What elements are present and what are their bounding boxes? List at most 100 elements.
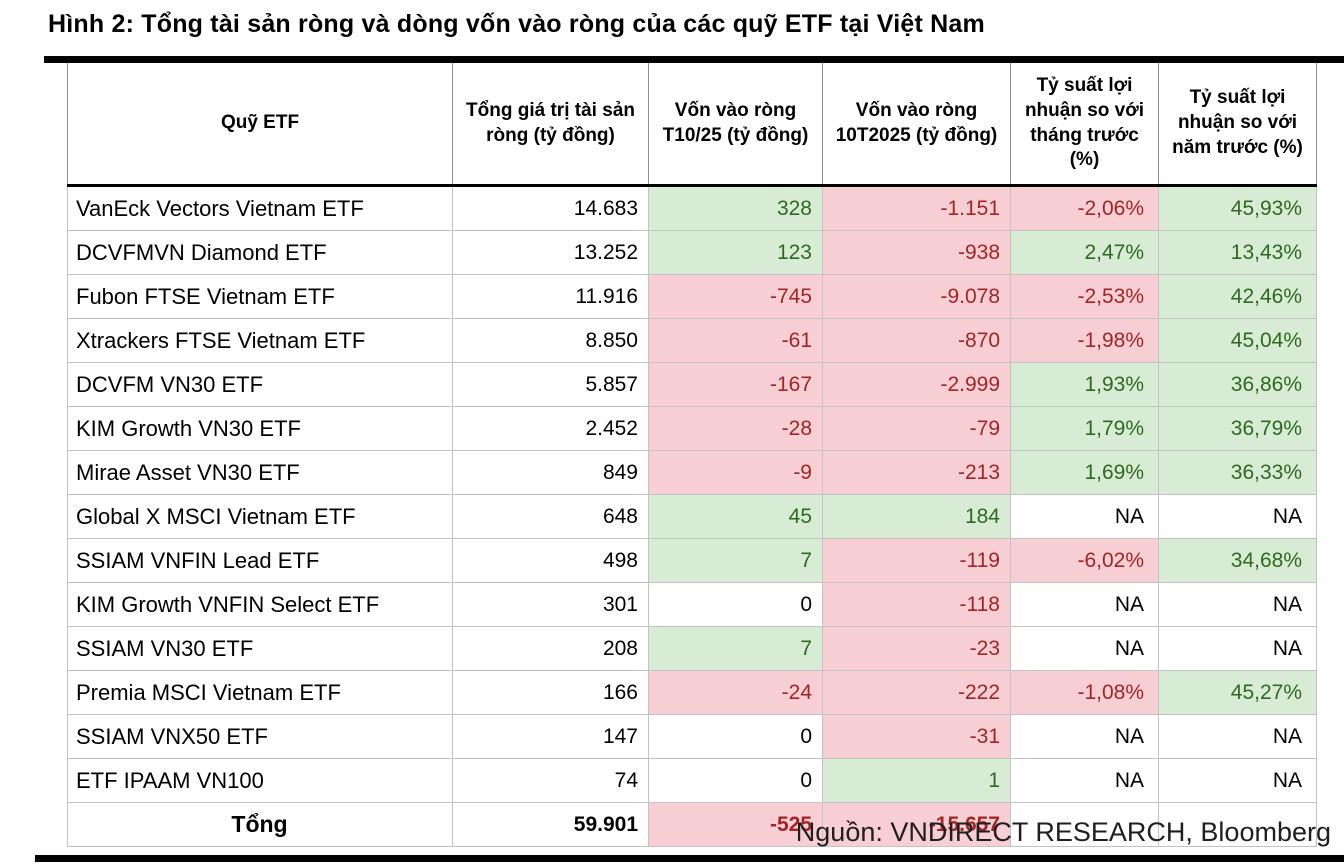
- return-yoy-cell: 36,79%: [1158, 406, 1317, 451]
- table-row: Xtrackers FTSE Vietnam ETF 8.850 -61 -87…: [67, 318, 1317, 363]
- return-mom-cell: NA: [1010, 626, 1159, 671]
- table-row: KIM Growth VNFIN Select ETF 301 0 -118 N…: [67, 582, 1317, 627]
- return-mom-cell: NA: [1010, 494, 1159, 539]
- nav-cell: 11.916: [452, 274, 649, 319]
- column-header-return-yoy: Tỷ suất lợi nhuận so với năm trước (%): [1158, 63, 1317, 187]
- source-attribution: Nguồn: VNDIRECT RESEARCH, Bloomberg: [795, 817, 1331, 847]
- fund-name-cell: Fubon FTSE Vietnam ETF: [67, 274, 453, 319]
- return-mom-cell: -1,98%: [1010, 318, 1159, 363]
- flow-oct-cell: -28: [648, 406, 823, 451]
- fund-name-cell: SSIAM VN30 ETF: [67, 626, 453, 671]
- return-yoy-cell: 36,86%: [1158, 362, 1317, 407]
- total-label-cell: Tổng: [67, 802, 453, 847]
- nav-cell: 5.857: [452, 362, 649, 407]
- flow-ytd-cell: -31: [822, 714, 1011, 759]
- table-row: SSIAM VNX50 ETF 147 0 -31 NA NA: [67, 714, 1317, 759]
- return-mom-cell: -1,08%: [1010, 670, 1159, 715]
- flow-ytd-cell: -9.078: [822, 274, 1011, 319]
- return-yoy-cell: 34,68%: [1158, 538, 1317, 583]
- return-mom-cell: -6,02%: [1010, 538, 1159, 583]
- flow-oct-cell: 0: [648, 714, 823, 759]
- fund-name-cell: KIM Growth VN30 ETF: [67, 406, 453, 451]
- fund-name-cell: SSIAM VNX50 ETF: [67, 714, 453, 759]
- flow-ytd-cell: -1.151: [822, 185, 1011, 231]
- flow-ytd-cell: -213: [822, 450, 1011, 495]
- table-row: Fubon FTSE Vietnam ETF 11.916 -745 -9.07…: [67, 274, 1317, 319]
- flow-ytd-cell: -938: [822, 230, 1011, 275]
- return-mom-cell: -2,06%: [1010, 185, 1159, 231]
- column-header-return-mom: Tỷ suất lợi nhuận so với tháng trước (%): [1010, 63, 1159, 187]
- return-yoy-cell: NA: [1158, 626, 1317, 671]
- return-yoy-cell: NA: [1158, 494, 1317, 539]
- table-row: ETF IPAAM VN100 74 0 1 NA NA: [67, 758, 1317, 803]
- flow-oct-cell: 0: [648, 758, 823, 803]
- table-row: Premia MSCI Vietnam ETF 166 -24 -222 -1,…: [67, 670, 1317, 715]
- return-yoy-cell: 36,33%: [1158, 450, 1317, 495]
- return-yoy-cell: 13,43%: [1158, 230, 1317, 275]
- flow-ytd-cell: -222: [822, 670, 1011, 715]
- table-row: VanEck Vectors Vietnam ETF 14.683 328 -1…: [67, 185, 1317, 231]
- return-yoy-cell: NA: [1158, 758, 1317, 803]
- column-header-nav: Tổng giá trị tài sản ròng (tỷ đồng): [452, 63, 649, 187]
- nav-cell: 648: [452, 494, 649, 539]
- return-yoy-cell: 45,27%: [1158, 670, 1317, 715]
- return-mom-cell: NA: [1010, 582, 1159, 627]
- flow-ytd-cell: 1: [822, 758, 1011, 803]
- nav-cell: 74: [452, 758, 649, 803]
- nav-cell: 8.850: [452, 318, 649, 363]
- flow-oct-cell: 328: [648, 185, 823, 231]
- total-flow-ytd-cell: -15.657: [822, 802, 1011, 847]
- table-row: DCVFMVN Diamond ETF 13.252 123 -938 2,47…: [67, 230, 1317, 275]
- nav-cell: 498: [452, 538, 649, 583]
- return-mom-cell: 1,69%: [1010, 450, 1159, 495]
- flow-ytd-cell: -79: [822, 406, 1011, 451]
- return-mom-cell: -2,53%: [1010, 274, 1159, 319]
- fund-name-cell: Xtrackers FTSE Vietnam ETF: [67, 318, 453, 363]
- fund-name-cell: Premia MSCI Vietnam ETF: [67, 670, 453, 715]
- flow-ytd-cell: -870: [822, 318, 1011, 363]
- column-header-flow-oct: Vốn vào ròng T10/25 (tỷ đồng): [648, 63, 823, 187]
- figure-title: Hình 2: Tổng tài sản ròng và dòng vốn và…: [48, 10, 985, 38]
- return-mom-cell: 2,47%: [1010, 230, 1159, 275]
- flow-oct-cell: -61: [648, 318, 823, 363]
- return-yoy-cell: 45,93%: [1158, 185, 1317, 231]
- fund-name-cell: Global X MSCI Vietnam ETF: [67, 494, 453, 539]
- fund-name-cell: SSIAM VNFIN Lead ETF: [67, 538, 453, 583]
- flow-ytd-cell: -23: [822, 626, 1011, 671]
- flow-oct-cell: 45: [648, 494, 823, 539]
- nav-cell: 301: [452, 582, 649, 627]
- return-yoy-cell: 42,46%: [1158, 274, 1317, 319]
- column-header-fund: Quỹ ETF: [67, 63, 453, 187]
- return-mom-cell: NA: [1010, 714, 1159, 759]
- nav-cell: 2.452: [452, 406, 649, 451]
- flow-ytd-cell: -2.999: [822, 362, 1011, 407]
- table-row: Mirae Asset VN30 ETF 849 -9 -213 1,69% 3…: [67, 450, 1317, 495]
- fund-name-cell: ETF IPAAM VN100: [67, 758, 453, 803]
- flow-oct-cell: -24: [648, 670, 823, 715]
- flow-oct-cell: -167: [648, 362, 823, 407]
- flow-ytd-cell: -118: [822, 582, 1011, 627]
- nav-cell: 208: [452, 626, 649, 671]
- total-return-yoy-cell: [1158, 802, 1317, 847]
- flow-oct-cell: -9: [648, 450, 823, 495]
- nav-cell: 166: [452, 670, 649, 715]
- nav-cell: 14.683: [452, 185, 649, 231]
- column-header-flow-ytd: Vốn vào ròng 10T2025 (tỷ đồng): [822, 63, 1011, 187]
- flow-oct-cell: 7: [648, 626, 823, 671]
- table-row: SSIAM VNFIN Lead ETF 498 7 -119 -6,02% 3…: [67, 538, 1317, 583]
- table-total-row: Tổng 59.901 -525 -15.657: [67, 802, 1317, 847]
- total-return-mom-cell: [1010, 802, 1159, 847]
- fund-name-cell: VanEck Vectors Vietnam ETF: [67, 185, 453, 231]
- total-flow-oct-cell: -525: [648, 802, 823, 847]
- title-rule-divider: [44, 56, 1344, 63]
- flow-ytd-cell: 184: [822, 494, 1011, 539]
- flow-oct-cell: 0: [648, 582, 823, 627]
- table-row: SSIAM VN30 ETF 208 7 -23 NA NA: [67, 626, 1317, 671]
- fund-name-cell: KIM Growth VNFIN Select ETF: [67, 582, 453, 627]
- flow-oct-cell: 123: [648, 230, 823, 275]
- fund-name-cell: DCVFMVN Diamond ETF: [67, 230, 453, 275]
- fund-name-cell: DCVFM VN30 ETF: [67, 362, 453, 407]
- table-header-row: Quỹ ETF Tổng giá trị tài sản ròng (tỷ đồ…: [67, 63, 1317, 187]
- flow-ytd-cell: -119: [822, 538, 1011, 583]
- flow-oct-cell: -745: [648, 274, 823, 319]
